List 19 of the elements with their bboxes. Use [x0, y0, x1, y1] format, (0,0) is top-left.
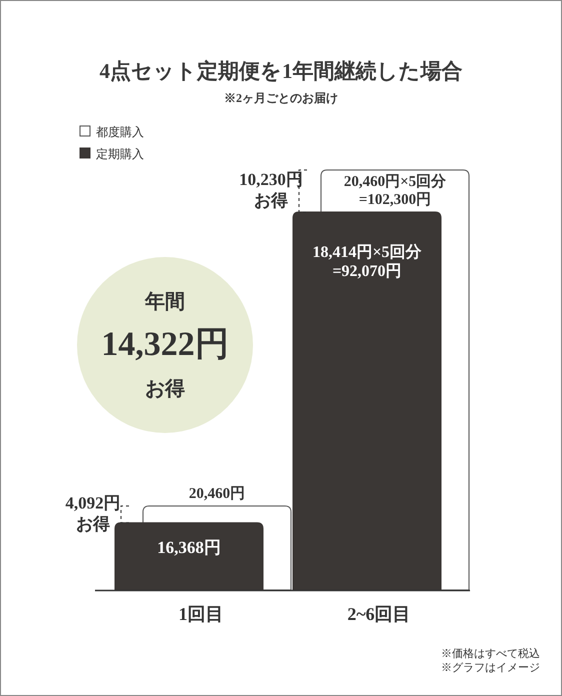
- annotation: 14,322円: [101, 326, 229, 363]
- data-label: 16,368円: [157, 538, 221, 557]
- annotation: お得: [76, 514, 110, 534]
- x-tick-label: 1回目: [178, 604, 224, 624]
- x-tick-label: 2~6回目: [347, 604, 411, 624]
- text: ※グラフはイメージ: [441, 662, 540, 674]
- chart-title: 4点セット定期便を1年間継続した場合: [100, 59, 462, 83]
- annotation: 年間: [144, 291, 185, 313]
- text: ※価格はすべて税込: [441, 647, 540, 660]
- data-label: 18,414円×5回分 =92,070円: [312, 243, 423, 280]
- data-label: 20,460円×5回分 =102,300円: [344, 173, 448, 208]
- annotation: お得: [254, 191, 288, 210]
- chart-subtitle: ※2ヶ月ごとのお届け: [224, 91, 338, 105]
- legend-label: 都度購入: [96, 125, 144, 139]
- annotation: 10,230円: [239, 170, 303, 189]
- legend-label: 定期購入: [96, 147, 144, 161]
- annotation: お得: [145, 378, 185, 400]
- annotation: 4,092円: [65, 493, 121, 512]
- data-label: 20,460円: [188, 486, 246, 502]
